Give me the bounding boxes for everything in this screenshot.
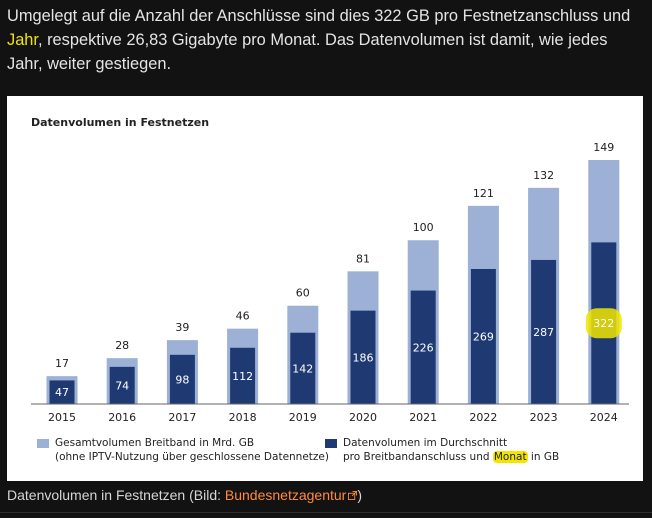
label-total-2020: 81 <box>356 252 370 265</box>
tick-label-2023: 2023 <box>530 411 558 424</box>
bar-average-2019 <box>290 332 316 404</box>
bar-chart: 17 47 2015 28 74 2016 39 98 2017 46 112 2018 60 142 20… <box>31 141 629 424</box>
label-total-2022: 121 <box>473 187 494 200</box>
article-paragraph: Umgelegt auf die Anzahl der Anschlüsse s… <box>7 4 647 76</box>
tick-label-2022: 2022 <box>469 411 497 424</box>
label-total-2019: 60 <box>296 287 310 300</box>
label-total-2017: 39 <box>175 321 189 334</box>
tick-label-2024: 2024 <box>590 411 618 424</box>
legend-avg-line1: Datenvolumen im Durchschnitt <box>343 437 508 449</box>
tick-label-2018: 2018 <box>229 411 257 424</box>
tick-label-2019: 2019 <box>289 411 317 424</box>
label-total-2015: 17 <box>55 357 69 370</box>
label-total-2023: 132 <box>533 169 554 182</box>
tick-label-2017: 2017 <box>168 411 196 424</box>
bar-average-2023 <box>531 259 557 404</box>
bar-average-2021 <box>410 290 436 404</box>
article-text-after: , respektive 26,83 Gigabyte pro Monat. D… <box>7 31 608 73</box>
legend-swatch-average <box>325 439 337 448</box>
bar-average-2020 <box>350 310 376 404</box>
label-average-2023: 287 <box>533 326 554 339</box>
bar-average-2018 <box>230 347 256 404</box>
article-text-before: Umgelegt auf die Anzahl der Anschlüsse s… <box>7 7 631 25</box>
label-average-2021: 226 <box>413 341 434 354</box>
label-average-2015: 47 <box>55 386 69 399</box>
label-average-2019: 142 <box>292 362 313 375</box>
bar-average-2017 <box>169 354 195 404</box>
bar-average-2022 <box>470 268 496 404</box>
tick-label-2016: 2016 <box>108 411 136 424</box>
external-link-icon <box>348 491 358 500</box>
legend-total-line1: Gesamtvolumen Breitband in Mrd. GB <box>55 437 255 449</box>
chart-title: Datenvolumen in Festnetzen <box>31 116 210 129</box>
legend-swatch-total <box>37 439 49 448</box>
label-total-2024: 149 <box>593 141 614 154</box>
legend-highlight-monat: Monat <box>492 451 528 463</box>
article-highlight-word: Jahr <box>7 31 38 49</box>
tick-label-2020: 2020 <box>349 411 377 424</box>
label-average-2024: 322 <box>593 317 614 330</box>
label-total-2021: 100 <box>413 221 434 234</box>
legend-avg-line2: pro Breitbandanschluss und Monat in GB <box>343 451 560 463</box>
legend-total-line2: (ohne IPTV-Nutzung über geschlossene Dat… <box>55 451 329 463</box>
label-average-2017: 98 <box>175 373 189 386</box>
bar-average-2015 <box>49 380 75 404</box>
label-total-2018: 46 <box>236 310 250 323</box>
figure-caption: Datenvolumen in Festnetzen (Bild: Bundes… <box>7 487 362 503</box>
label-average-2018: 112 <box>232 370 253 383</box>
label-average-2020: 186 <box>353 351 374 364</box>
chart-figure[interactable]: Datenvolumen in Festnetzen 17 47 2015 28 74 2… <box>7 96 643 481</box>
tick-label-2015: 2015 <box>48 411 76 424</box>
tick-label-2021: 2021 <box>409 411 437 424</box>
label-total-2016: 28 <box>115 339 129 352</box>
caption-source-link[interactable]: Bundesnetzagentur <box>224 487 347 503</box>
bar-average-2016 <box>109 366 135 404</box>
label-average-2016: 74 <box>115 379 129 392</box>
highlight-marker-2024 <box>585 308 622 339</box>
label-average-2022: 269 <box>473 330 494 343</box>
bottom-divider <box>0 512 652 513</box>
